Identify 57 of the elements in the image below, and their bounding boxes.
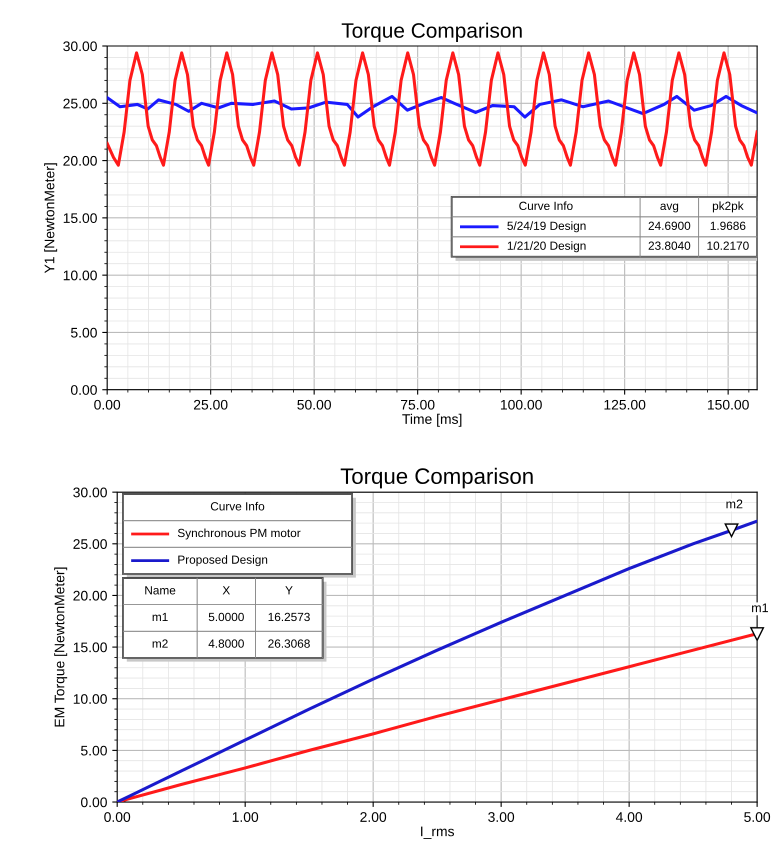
x-tick-label: 2.00	[360, 812, 386, 822]
x-tick-label: 75.00	[400, 400, 434, 410]
annotation: m2	[152, 639, 168, 648]
x-tick-label: 0.00	[94, 400, 120, 410]
y-tick-label: 15.00	[74, 642, 107, 652]
y-tick-label: 20.00	[63, 156, 97, 166]
y-axis-title: EM Torque [NewtonMeter]	[54, 568, 68, 726]
x-tick-label: 25.00	[194, 400, 228, 410]
y-axis-title: Y1 [NewtonMeter]	[44, 163, 58, 274]
x-tick-label: 4.00	[616, 812, 642, 822]
x-tick-label: 1.00	[232, 812, 258, 822]
annotation: 16.2573	[268, 612, 310, 622]
y-tick-label: 25.00	[73, 539, 107, 549]
annotation: m1	[152, 612, 168, 622]
legend-title: Curve Info	[519, 201, 573, 210]
x-tick-label: 125.00	[604, 400, 646, 410]
legend-label: Synchronous PM motor	[178, 528, 301, 540]
annotation: m1	[752, 603, 768, 612]
annotation: 1.9686	[710, 222, 746, 230]
y-tick-label: 10.00	[74, 694, 107, 704]
annotation: 5.0000	[208, 612, 244, 622]
annotation: avg	[660, 204, 678, 212]
y-tick-label: 5.00	[70, 328, 97, 338]
annotation: Y	[285, 586, 293, 594]
annotation: 23.8040	[648, 242, 690, 250]
line-series	[107, 51, 758, 167]
x-tick-label: 50.00	[297, 400, 331, 410]
annotation: 4.8000	[208, 639, 244, 648]
legend-title: Curve Info	[210, 502, 264, 511]
y-tick-label: 0.00	[80, 797, 107, 808]
annotation: 24.6900	[648, 222, 690, 230]
y-tick-label: 5.00	[80, 746, 107, 756]
annotation: m2	[726, 500, 742, 508]
y-tick-label: 25.00	[63, 98, 97, 108]
y-tick-label: 30.00	[63, 41, 97, 52]
y-tick-label: 15.00	[64, 213, 97, 224]
annotation: 10.2170	[707, 242, 749, 250]
annotation: Name	[145, 586, 176, 594]
legend-label: Proposed Design	[178, 555, 268, 566]
chart-title: Torque Comparison	[340, 468, 533, 488]
y-tick-label: 20.00	[73, 590, 107, 601]
annotation: 26.3068	[268, 639, 310, 648]
y-tick-label: 10.00	[64, 270, 97, 280]
annotation: pk2pk	[712, 201, 744, 212]
x-tick-label: 0.00	[104, 812, 130, 822]
legend-label: 1/21/20 Design	[508, 241, 586, 252]
y-tick-label: 30.00	[73, 487, 107, 498]
x-tick-label: 5.00	[744, 812, 770, 822]
annotation: X	[222, 586, 230, 594]
y-tick-label: 0.00	[70, 385, 97, 395]
x-axis-title: Time [ms]	[402, 414, 462, 427]
chart-title: Torque Comparison	[342, 22, 522, 42]
x-tick-label: 100.00	[500, 400, 542, 410]
x-axis-title: I_rms	[421, 826, 454, 839]
legend-label: 5/24/19 Design	[507, 221, 586, 232]
x-tick-label: 3.00	[488, 812, 514, 822]
x-tick-label: 150.00	[708, 400, 749, 410]
